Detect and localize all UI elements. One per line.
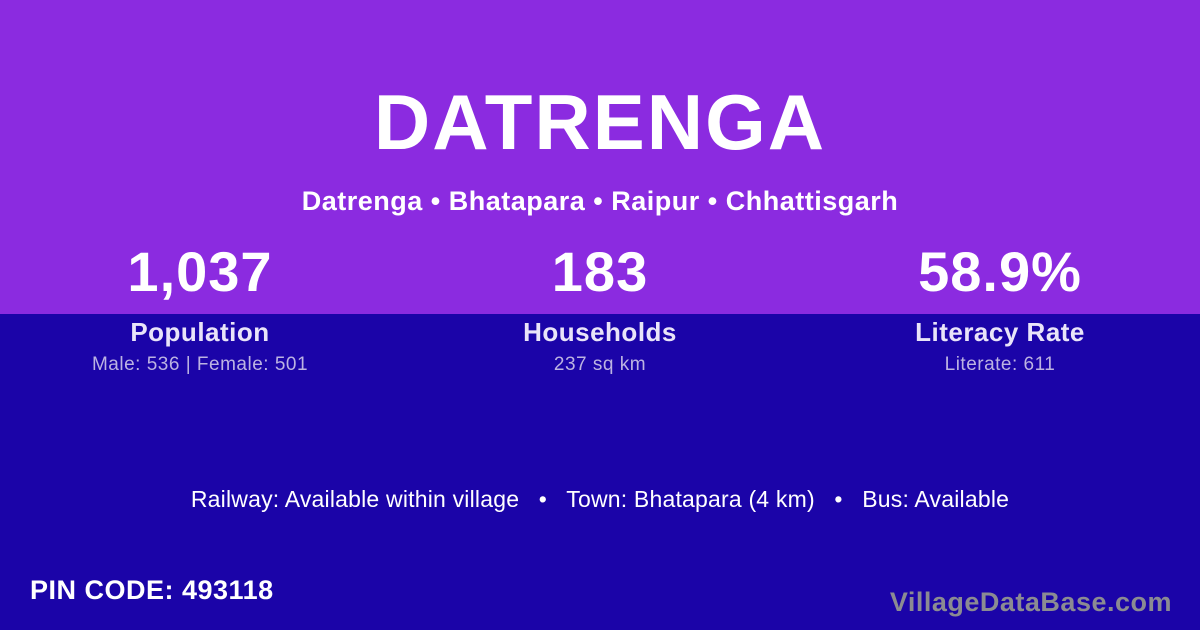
stat-literacy: 58.9% Literacy Rate Literate: 611 bbox=[800, 240, 1200, 377]
literacy-detail: Literate: 611 bbox=[944, 353, 1056, 375]
bus-info: Bus: Available bbox=[862, 486, 1010, 512]
railway-info: Railway: Available within village bbox=[190, 486, 520, 512]
town-info: Town: Bhatapara (4 km) bbox=[566, 486, 815, 512]
purple-header-background bbox=[0, 0, 1200, 314]
breadcrumb: Datrenga • Bhatapara • Raipur • Chhattis… bbox=[301, 186, 899, 216]
site-watermark: VillageDataBase.com bbox=[889, 587, 1172, 617]
population-detail: Male: 536 | Female: 501 bbox=[91, 353, 309, 375]
stat-population: 1,037 Population Male: 536 | Female: 501 bbox=[0, 240, 400, 377]
literacy-value: 58.9% bbox=[918, 240, 1082, 303]
bullet-separator: • bbox=[834, 486, 843, 512]
literacy-label: Literacy Rate bbox=[915, 316, 1085, 347]
bullet-separator: • bbox=[538, 486, 548, 512]
pin-code: PIN CODE: 493118 bbox=[30, 575, 274, 605]
stat-households: 183 Households 237 sq km bbox=[400, 240, 800, 377]
stats-row: 1,037 Population Male: 536 | Female: 501… bbox=[0, 240, 1200, 377]
population-label: Population bbox=[130, 316, 270, 347]
village-title: DATRENGA bbox=[373, 78, 827, 166]
households-label: Households bbox=[523, 316, 677, 347]
transport-summary: Railway: Available within village • Town… bbox=[0, 486, 1200, 513]
households-detail: 237 sq km bbox=[553, 353, 647, 375]
households-value: 183 bbox=[551, 240, 649, 303]
population-value: 1,037 bbox=[127, 240, 273, 303]
